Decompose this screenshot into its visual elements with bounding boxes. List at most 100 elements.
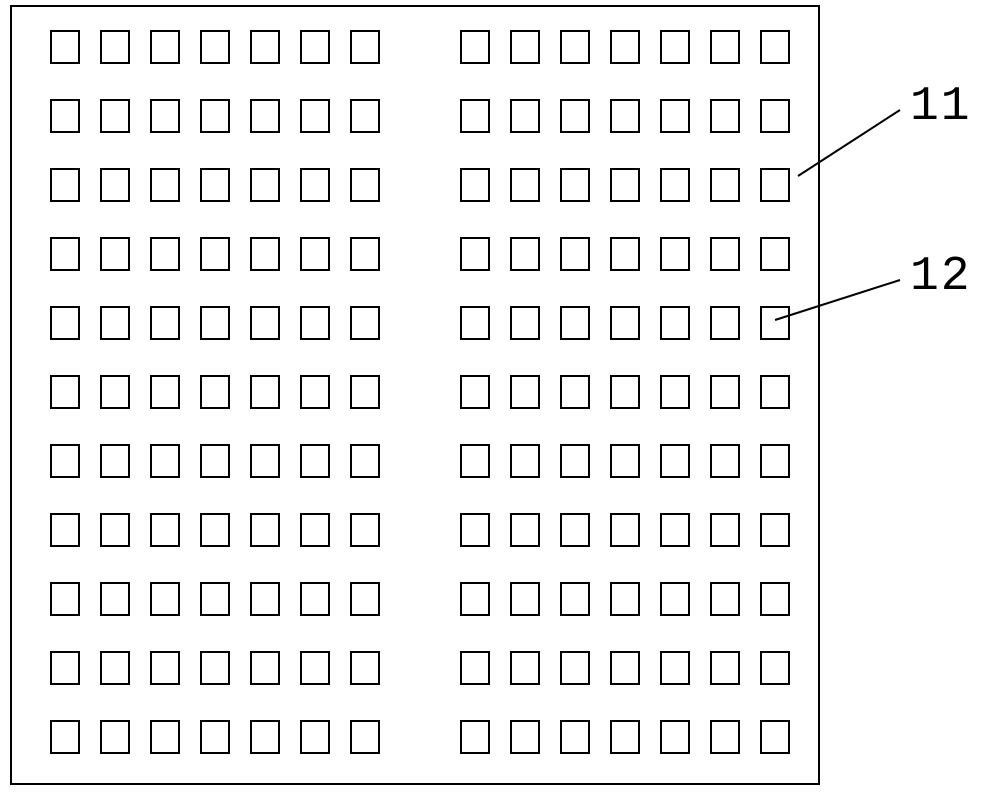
grid-cell xyxy=(250,651,280,685)
grid-cell xyxy=(200,99,230,133)
grid-cell xyxy=(510,720,540,754)
grid-cell xyxy=(300,375,330,409)
grid-cell xyxy=(460,30,490,64)
grid-cell xyxy=(460,582,490,616)
grid-cell xyxy=(300,168,330,202)
grid-cell xyxy=(200,513,230,547)
grid-cell xyxy=(200,444,230,478)
grid-cell xyxy=(510,30,540,64)
grid-cell xyxy=(50,375,80,409)
grid-cell xyxy=(610,375,640,409)
grid-cell xyxy=(660,237,690,271)
grid-cell xyxy=(710,444,740,478)
grid-cell xyxy=(50,99,80,133)
grid-cell xyxy=(150,99,180,133)
grid-cell xyxy=(250,237,280,271)
grid-cell xyxy=(560,651,590,685)
grid-cell xyxy=(50,720,80,754)
grid-cell xyxy=(660,99,690,133)
grid-cell xyxy=(710,582,740,616)
grid-cell xyxy=(300,30,330,64)
grid-cell xyxy=(760,237,790,271)
grid-cell xyxy=(660,444,690,478)
grid-cell xyxy=(50,168,80,202)
grid-cell xyxy=(460,651,490,685)
grid-cell xyxy=(300,651,330,685)
grid-cell xyxy=(350,99,380,133)
grid-cell xyxy=(460,168,490,202)
grid-cell xyxy=(560,513,590,547)
grid-cell xyxy=(710,651,740,685)
grid-cell xyxy=(100,306,130,340)
grid-cell xyxy=(50,306,80,340)
grid-cell xyxy=(610,168,640,202)
grid-cell xyxy=(710,30,740,64)
grid-cell xyxy=(460,306,490,340)
grid-cell xyxy=(610,30,640,64)
grid-cell xyxy=(610,582,640,616)
grid-cell xyxy=(660,375,690,409)
callout-label-11: 11 xyxy=(910,80,972,134)
grid-cell xyxy=(560,306,590,340)
grid-cell xyxy=(150,237,180,271)
grid-cell xyxy=(100,582,130,616)
grid-cell xyxy=(760,375,790,409)
grid-cell xyxy=(760,168,790,202)
grid-cell xyxy=(510,582,540,616)
grid-cell xyxy=(460,444,490,478)
grid-cell xyxy=(560,168,590,202)
grid-cell xyxy=(660,513,690,547)
grid-cell xyxy=(560,444,590,478)
grid-cell xyxy=(510,513,540,547)
grid-cell xyxy=(300,444,330,478)
grid-left-group xyxy=(50,30,380,754)
grid-cell xyxy=(460,720,490,754)
grid-cell xyxy=(300,237,330,271)
grid-cell xyxy=(460,99,490,133)
grid-cell xyxy=(300,582,330,616)
grid-cell xyxy=(150,720,180,754)
grid-cell xyxy=(50,582,80,616)
grid-cell xyxy=(150,582,180,616)
grid-cell xyxy=(150,306,180,340)
grid-cell xyxy=(350,582,380,616)
grid-cell xyxy=(460,513,490,547)
grid-cell xyxy=(50,237,80,271)
grid-cell xyxy=(200,30,230,64)
grid-cell xyxy=(200,651,230,685)
grid-cell xyxy=(250,582,280,616)
grid-cell xyxy=(350,720,380,754)
grid-cell xyxy=(250,720,280,754)
grid-cell xyxy=(350,651,380,685)
grid-cell xyxy=(660,168,690,202)
grid-cell xyxy=(100,513,130,547)
callout-label-12: 12 xyxy=(910,250,972,304)
grid-cell xyxy=(510,375,540,409)
grid-cell xyxy=(100,375,130,409)
grid-cell xyxy=(350,306,380,340)
grid-cell xyxy=(710,720,740,754)
grid-cell xyxy=(100,651,130,685)
grid-cell xyxy=(660,720,690,754)
grid-cell xyxy=(150,168,180,202)
grid-cell xyxy=(350,375,380,409)
grid-cell xyxy=(250,30,280,64)
grid-cell xyxy=(660,30,690,64)
grid-cell xyxy=(710,99,740,133)
grid-cell xyxy=(250,444,280,478)
grid-cell xyxy=(250,306,280,340)
grid-right-group xyxy=(460,30,790,754)
grid-cell xyxy=(660,582,690,616)
grid-cell xyxy=(300,513,330,547)
grid-cell xyxy=(100,720,130,754)
grid-cell xyxy=(150,30,180,64)
grid-cell xyxy=(610,720,640,754)
grid-cell xyxy=(350,237,380,271)
grid-cell xyxy=(200,306,230,340)
grid-cell xyxy=(100,444,130,478)
grid-cell xyxy=(250,168,280,202)
grid-cell xyxy=(610,513,640,547)
grid-cell xyxy=(350,513,380,547)
grid-cell xyxy=(510,99,540,133)
grid-cell xyxy=(560,99,590,133)
